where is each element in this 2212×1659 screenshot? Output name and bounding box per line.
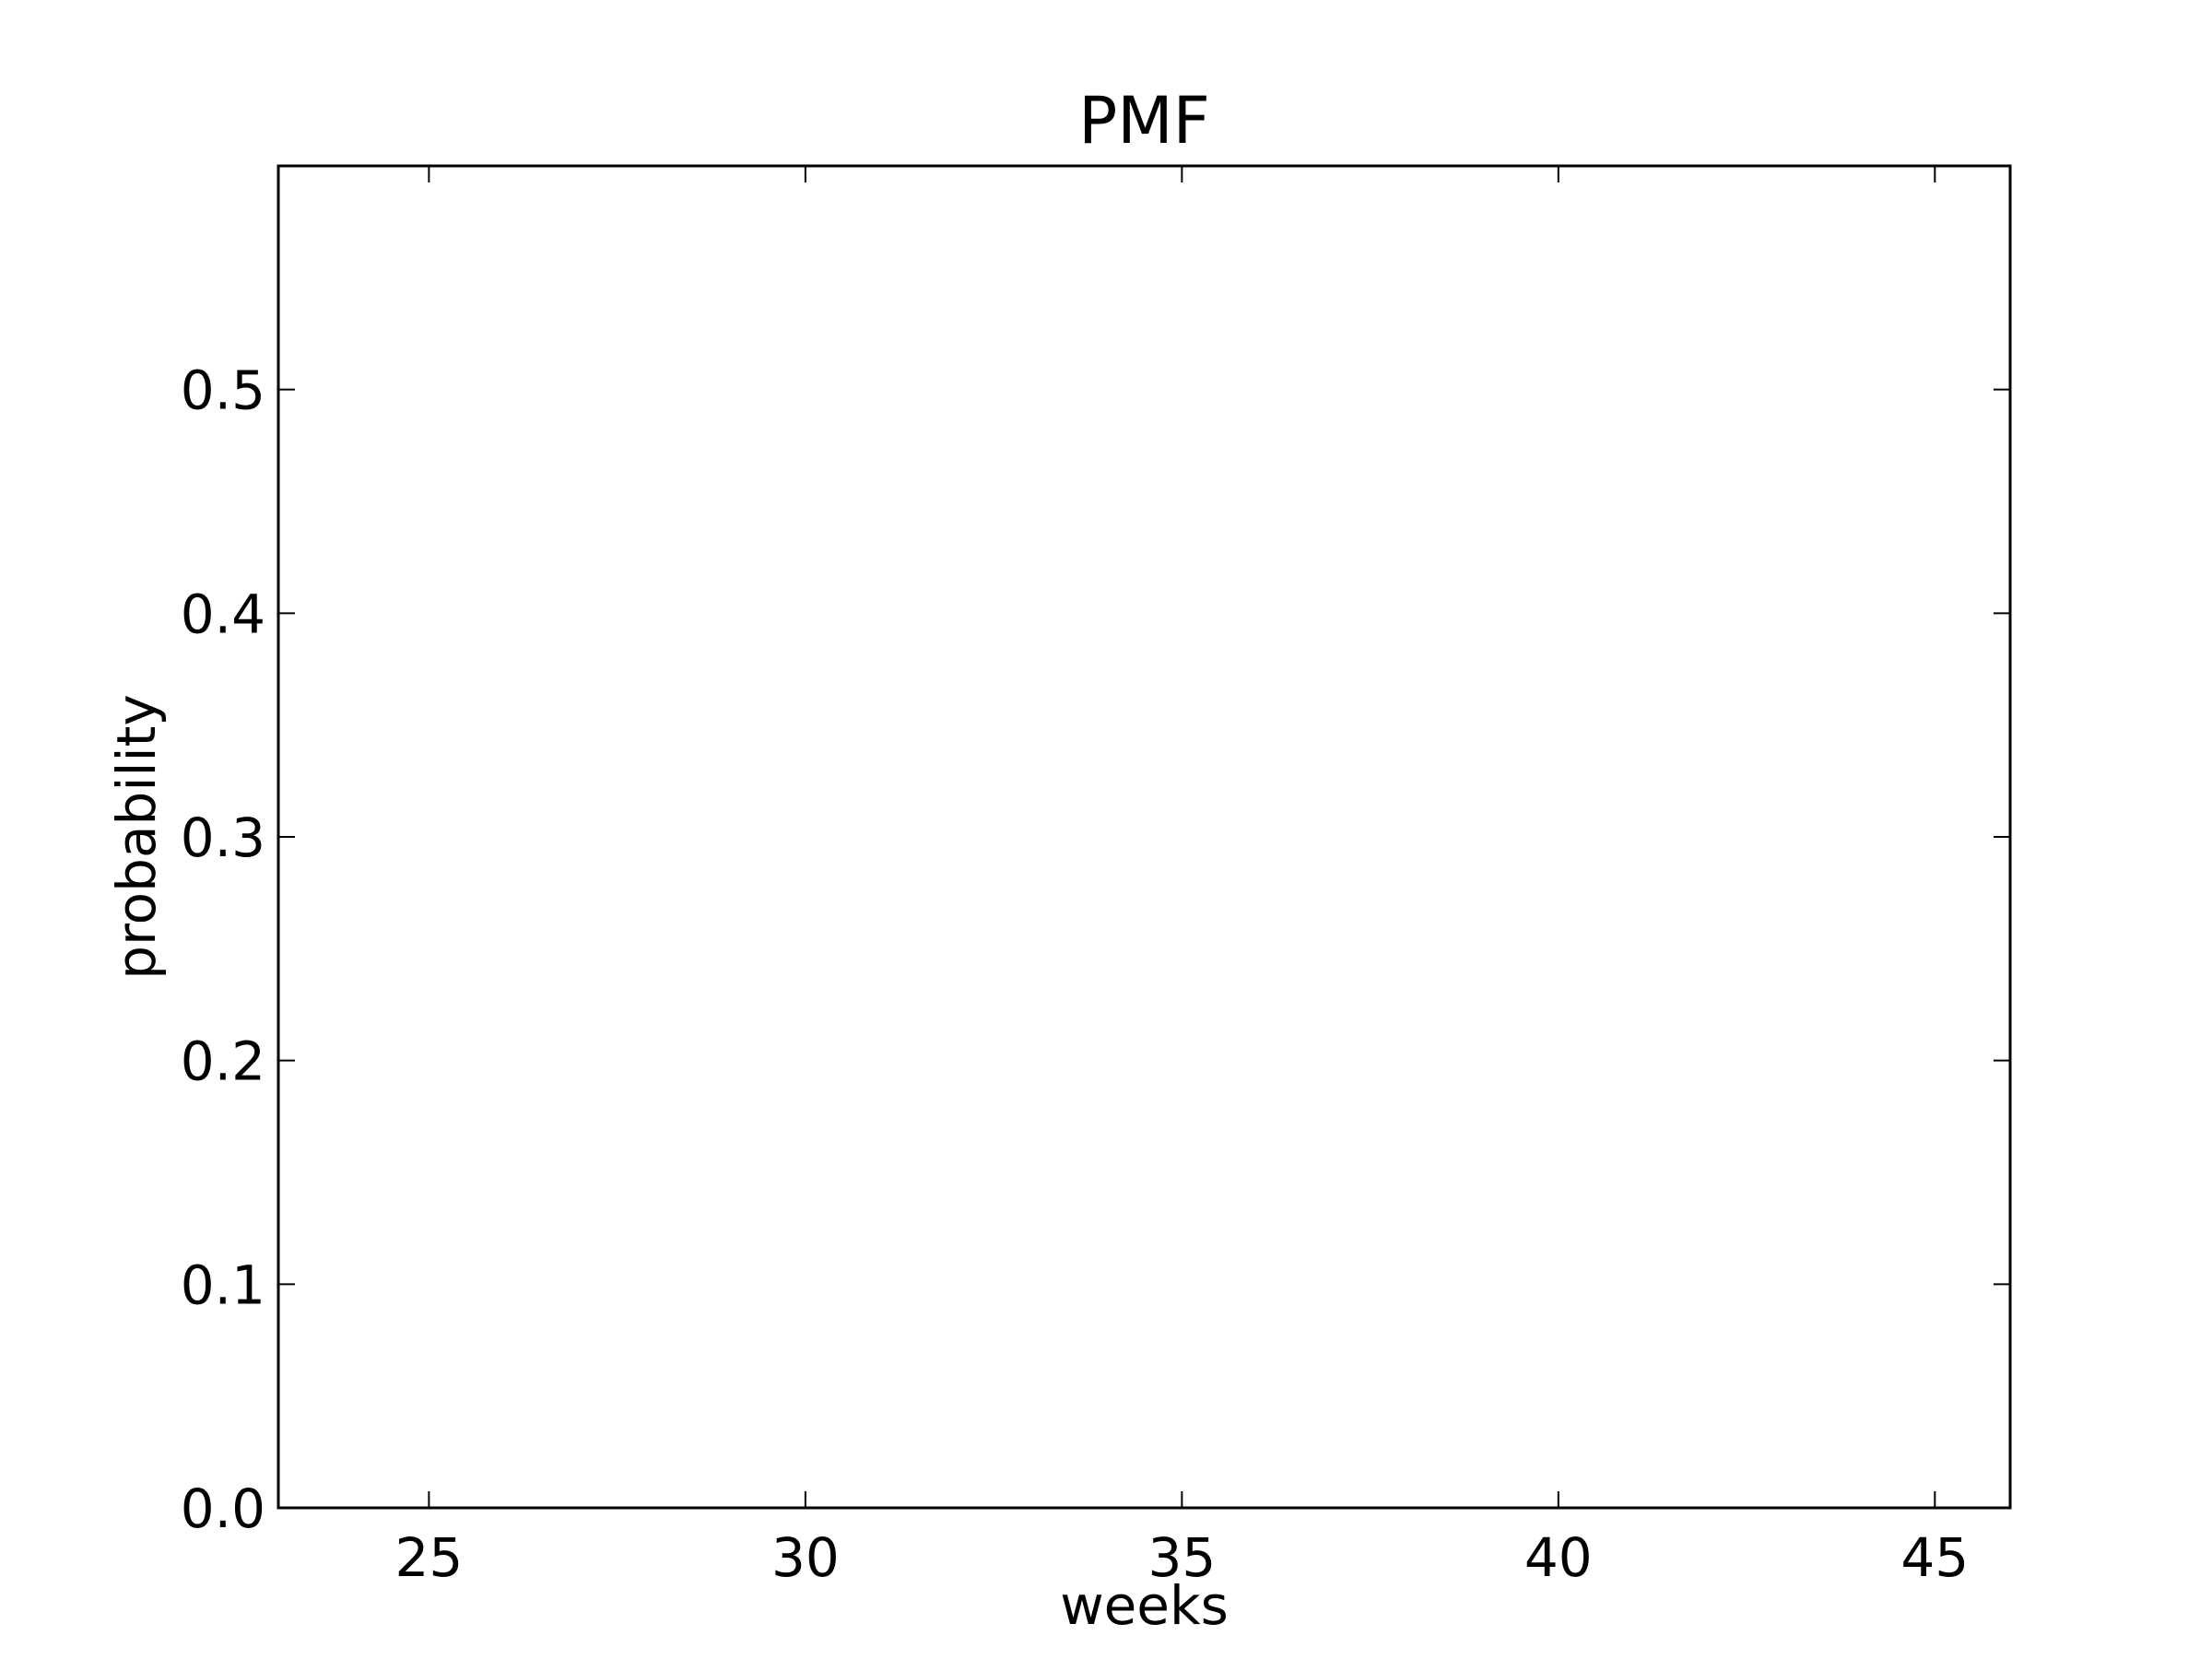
chart-title: PMF xyxy=(1078,83,1210,159)
ticks-layer: 25 30 35 40 45 0.0 0.1 0.2 0.3 0.4 0.5 xyxy=(181,166,2010,1589)
plot-area xyxy=(278,166,2010,1508)
y-tick-label: 0.3 xyxy=(181,806,265,869)
y-tick-label: 0.2 xyxy=(181,1030,265,1093)
y-tick-label: 0.5 xyxy=(181,359,265,422)
x-tick-label: 45 xyxy=(1900,1526,1969,1589)
x-axis-label: weeks xyxy=(1060,1574,1229,1637)
y-tick-label: 0.4 xyxy=(181,582,265,645)
y-tick-label: 0.1 xyxy=(181,1253,265,1316)
y-axis-label: probability xyxy=(105,694,168,979)
x-tick-label: 30 xyxy=(771,1526,840,1589)
axes-frame xyxy=(276,164,2012,1510)
x-tick-label: 35 xyxy=(1147,1526,1216,1589)
x-tick-label: 25 xyxy=(394,1526,463,1589)
y-tick-label: 0.0 xyxy=(181,1477,265,1540)
x-tick-label: 40 xyxy=(1524,1526,1593,1589)
